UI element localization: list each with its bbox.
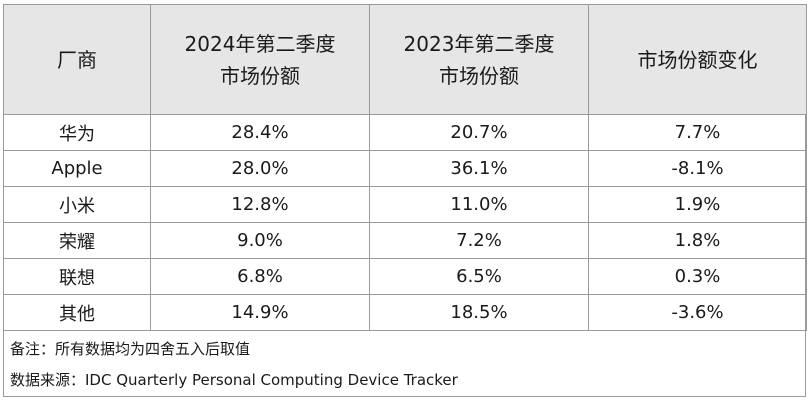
header-2023q2-line1: 2023年第二季度 <box>403 31 555 56</box>
cell-2023q2-share: 36.1% <box>369 150 589 187</box>
cell-2024q2-share: 28.0% <box>150 150 370 187</box>
header-2023q2-line2: 市场份额 <box>439 63 519 88</box>
cell-vendor: 荣耀 <box>3 222 151 259</box>
cell-share-change: 7.7% <box>588 114 807 151</box>
table-row: 荣耀 9.0% 7.2% 1.8% <box>3 222 807 259</box>
table-row: 小米 12.8% 11.0% 1.9% <box>3 186 807 223</box>
header-2023q2-share: 2023年第二季度 市场份额 <box>369 4 589 115</box>
table-row: 华为 28.4% 20.7% 7.7% <box>3 114 807 151</box>
table-row: 联想 6.8% 6.5% 0.3% <box>3 258 807 295</box>
cell-vendor: Apple <box>3 150 151 187</box>
cell-vendor: 其他 <box>3 294 151 331</box>
source-note: 数据来源：IDC Quarterly Personal Computing De… <box>10 371 458 389</box>
cell-2023q2-share: 7.2% <box>369 222 589 259</box>
header-vendor-text: 厂商 <box>57 47 97 72</box>
header-2024q2-line2: 市场份额 <box>220 63 300 88</box>
market-share-table: 厂商 2024年第二季度 市场份额 2023年第二季度 市场份额 市场份额变化 … <box>3 4 807 331</box>
cell-share-change: 0.3% <box>588 258 807 295</box>
cell-vendor: 华为 <box>3 114 151 151</box>
cell-share-change: -8.1% <box>588 150 807 187</box>
header-2024q2-share: 2024年第二季度 市场份额 <box>150 4 370 115</box>
cell-2024q2-share: 14.9% <box>150 294 370 331</box>
cell-2024q2-share: 6.8% <box>150 258 370 295</box>
cell-vendor: 小米 <box>3 186 151 223</box>
cell-2023q2-share: 20.7% <box>369 114 589 151</box>
header-share-change: 市场份额变化 <box>588 4 807 115</box>
cell-2023q2-share: 11.0% <box>369 186 589 223</box>
remark-note: 备注：所有数据均为四舍五入后取值 <box>10 340 251 358</box>
cell-2024q2-share: 28.4% <box>150 114 370 151</box>
cell-share-change: 1.8% <box>588 222 807 259</box>
cell-2023q2-share: 18.5% <box>369 294 589 331</box>
header-vendor: 厂商 <box>3 4 151 115</box>
cell-2024q2-share: 12.8% <box>150 186 370 223</box>
table-row: Apple 28.0% 36.1% -8.1% <box>3 150 807 187</box>
cell-share-change: 1.9% <box>588 186 807 223</box>
cell-2024q2-share: 9.0% <box>150 222 370 259</box>
cell-vendor: 联想 <box>3 258 151 295</box>
table-notes: 备注：所有数据均为四舍五入后取值 数据来源：IDC Quarterly Pers… <box>10 334 458 396</box>
cell-2023q2-share: 6.5% <box>369 258 589 295</box>
header-share-change-text: 市场份额变化 <box>637 47 758 72</box>
table-row: 其他 14.9% 18.5% -3.6% <box>3 294 807 331</box>
header-row: 厂商 2024年第二季度 市场份额 2023年第二季度 市场份额 市场份额变化 <box>3 4 807 115</box>
cell-share-change: -3.6% <box>588 294 807 331</box>
header-2024q2-line1: 2024年第二季度 <box>184 31 336 56</box>
